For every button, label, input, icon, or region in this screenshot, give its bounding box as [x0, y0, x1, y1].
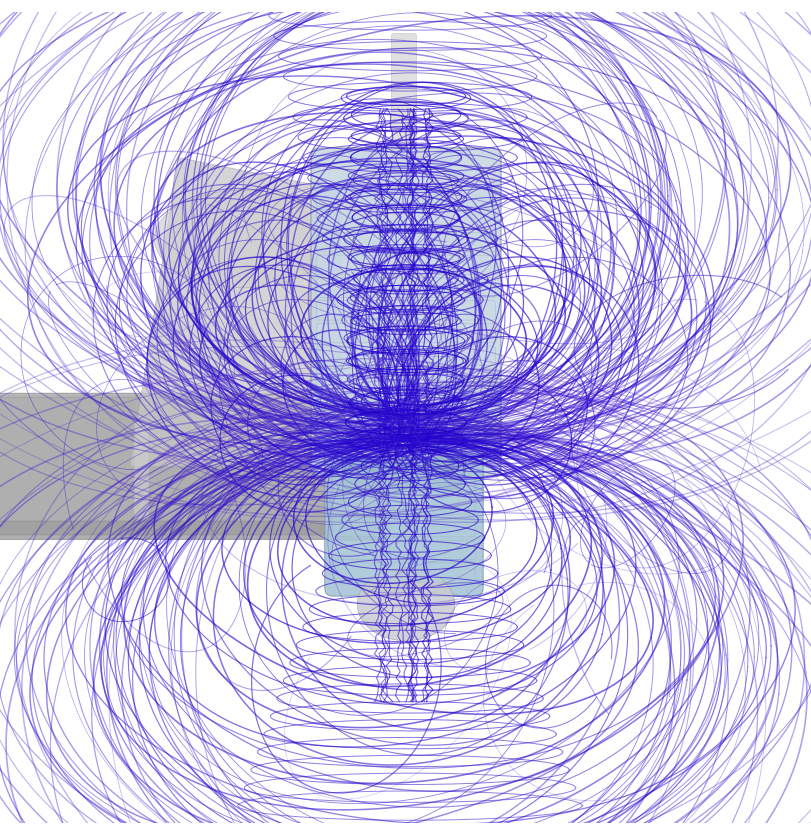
FancyBboxPatch shape	[332, 518, 474, 537]
FancyBboxPatch shape	[316, 210, 495, 229]
FancyBboxPatch shape	[316, 346, 495, 366]
FancyBboxPatch shape	[311, 148, 500, 476]
FancyBboxPatch shape	[332, 563, 474, 582]
Polygon shape	[130, 158, 341, 466]
FancyBboxPatch shape	[316, 369, 495, 388]
FancyBboxPatch shape	[316, 187, 495, 206]
FancyBboxPatch shape	[332, 494, 474, 514]
Bar	[0, 521, 381, 535]
FancyBboxPatch shape	[332, 540, 474, 559]
FancyBboxPatch shape	[391, 33, 416, 160]
FancyBboxPatch shape	[332, 472, 474, 491]
Bar	[134, 422, 148, 519]
FancyBboxPatch shape	[316, 256, 495, 275]
FancyBboxPatch shape	[316, 232, 495, 252]
FancyBboxPatch shape	[316, 278, 495, 297]
FancyBboxPatch shape	[316, 392, 495, 411]
FancyBboxPatch shape	[342, 432, 465, 489]
FancyBboxPatch shape	[316, 414, 495, 433]
Ellipse shape	[154, 190, 333, 287]
FancyBboxPatch shape	[316, 437, 495, 457]
FancyBboxPatch shape	[324, 438, 483, 596]
Ellipse shape	[357, 568, 454, 640]
FancyBboxPatch shape	[316, 323, 495, 343]
FancyBboxPatch shape	[316, 301, 495, 320]
FancyBboxPatch shape	[0, 397, 389, 539]
FancyBboxPatch shape	[0, 393, 389, 539]
